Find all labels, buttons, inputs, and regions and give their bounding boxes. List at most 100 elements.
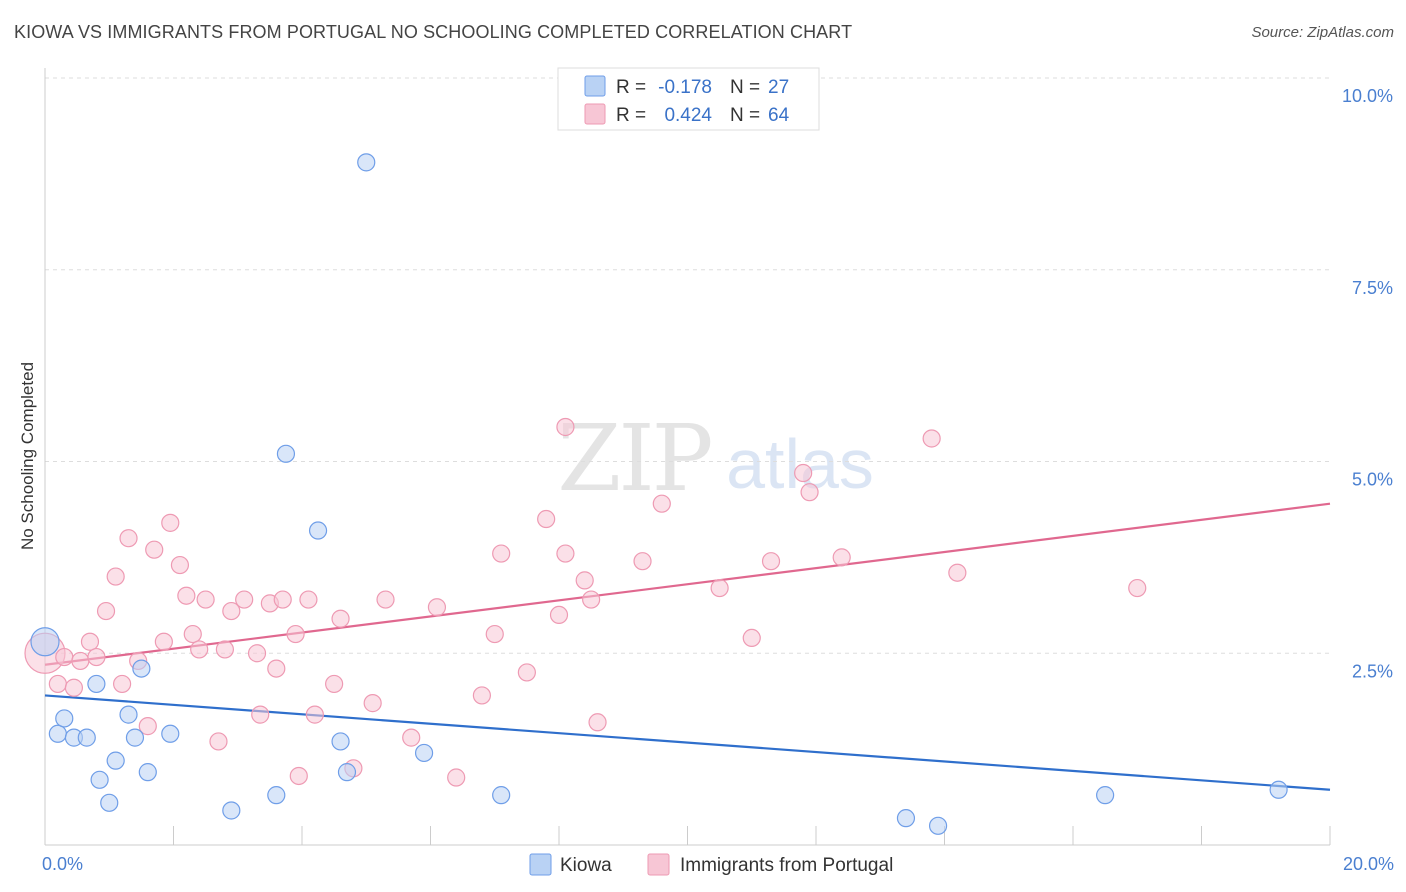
portugal-point (652, 494, 671, 513)
portugal-trend-line (44, 502, 1331, 666)
portugal-point (556, 544, 575, 563)
legend-swatch-kiowa (584, 75, 606, 97)
legend-n-value: 27 (768, 77, 789, 98)
kiowa-point (896, 809, 916, 828)
kiowa-point (138, 763, 157, 782)
portugal-point (325, 674, 344, 694)
bottom-legend-label-kiowa: Kiowa (560, 855, 612, 876)
portugal-point (247, 644, 267, 663)
portugal-point (575, 571, 594, 590)
portugal-point (190, 640, 209, 659)
kiowa-point (276, 444, 296, 463)
portugal-point (64, 678, 84, 697)
kiowa-point (331, 732, 350, 751)
portugal-point (87, 647, 106, 667)
kiowa-point (30, 627, 60, 657)
kiowa-point (106, 751, 125, 770)
portugal-point (582, 590, 601, 609)
portugal-point (537, 509, 556, 529)
portugal-point (633, 552, 652, 571)
x-tick-label: 0.0% (42, 854, 83, 874)
legend-swatch-portugal (584, 103, 606, 125)
portugal-point (363, 694, 382, 713)
portugal-point (588, 713, 607, 732)
portugal-point (761, 552, 781, 571)
legend-n-label: N = (730, 105, 760, 126)
chart-title: KIOWA VS IMMIGRANTS FROM PORTUGAL NO SCH… (14, 22, 853, 42)
portugal-point (376, 590, 395, 609)
x-tick-label: 20.0% (1343, 854, 1394, 874)
portugal-point (492, 544, 511, 563)
portugal-point (299, 590, 318, 609)
kiowa-point (48, 724, 67, 743)
portugal-point (485, 624, 504, 644)
portugal-point (742, 628, 761, 648)
kiowa-point (132, 659, 151, 678)
portugal-point (286, 624, 305, 644)
kiowa-point (337, 763, 357, 782)
kiowa-point (119, 705, 138, 724)
portugal-point (948, 563, 967, 582)
y-tick-label: 10.0% (1342, 86, 1393, 106)
portugal-point (832, 548, 851, 567)
bottom-legend-swatch-portugal (647, 853, 670, 876)
portugal-point (427, 598, 447, 617)
kiowa-point (308, 521, 328, 540)
portugal-point (235, 590, 254, 609)
kiowa-point (125, 728, 145, 747)
legend-r-label: R = (616, 77, 646, 98)
kiowa-point (492, 786, 511, 805)
portugal-point (556, 417, 575, 437)
legend-r-value: 0.424 (664, 105, 712, 126)
legend-r-value: -0.178 (658, 77, 712, 98)
kiowa-point (928, 816, 948, 835)
kiowa-point (1269, 780, 1288, 799)
portugal-point (251, 705, 270, 724)
portugal-point (1128, 578, 1147, 598)
legend-r-label: R = (616, 105, 646, 126)
bottom-legend-swatch-kiowa (529, 853, 552, 876)
portugal-point (331, 609, 350, 628)
portugal-point (472, 686, 491, 705)
portugal-point (183, 624, 202, 644)
y-tick-label: 7.5% (1352, 278, 1393, 298)
portugal-point (273, 590, 292, 609)
portugal-point (170, 555, 190, 575)
portugal-point (402, 728, 421, 747)
y-tick-label: 5.0% (1352, 470, 1393, 490)
portugal-point (96, 601, 116, 621)
portugal-point (215, 640, 234, 659)
portugal-point (196, 590, 215, 609)
portugal-point (177, 586, 196, 605)
portugal-point (71, 651, 90, 671)
kiowa-trend-line (44, 694, 1331, 791)
watermark-atlas: atlas (726, 425, 874, 503)
portugal-point (80, 632, 100, 651)
kiowa-point (87, 674, 106, 694)
portugal-point (145, 540, 164, 559)
watermark-zip: ZIP (557, 405, 710, 512)
y-tick-label: 2.5% (1352, 661, 1393, 681)
portugal-point (289, 766, 308, 786)
portugal-point (106, 567, 125, 586)
portugal-point (447, 768, 466, 787)
kiowa-point (357, 153, 376, 172)
portugal-point (119, 529, 138, 548)
portugal-point (161, 513, 180, 532)
portugal-point (138, 717, 157, 736)
legend-n-label: N = (730, 77, 760, 98)
portugal-point (48, 674, 67, 694)
kiowa-point (90, 770, 109, 789)
portugal-point (305, 705, 324, 724)
kiowa-point (222, 801, 241, 820)
kiowa-point (77, 728, 96, 747)
portugal-point (517, 663, 536, 682)
portugal-point (154, 632, 173, 651)
kiowa-point (55, 709, 74, 728)
kiowa-point (414, 743, 434, 763)
portugal-point (549, 605, 569, 625)
portugal-point (922, 429, 941, 448)
portugal-point (794, 463, 813, 483)
kiowa-point (1096, 786, 1115, 805)
